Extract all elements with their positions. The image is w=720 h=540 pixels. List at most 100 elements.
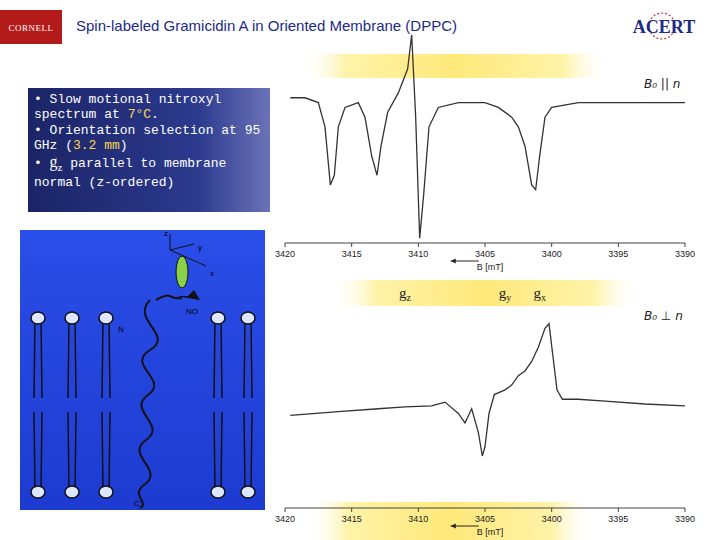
lipid-head: [241, 312, 255, 324]
axis-arrowhead: [451, 524, 456, 529]
bullet-text: •: [34, 156, 50, 171]
tick-label: 3400: [542, 249, 562, 259]
tick: [285, 243, 286, 247]
bullet-box: • Slow motional nitroxyl spectrum at 7°C…: [28, 88, 270, 212]
lipid-head: [211, 312, 225, 324]
tick-label: 3395: [608, 514, 628, 524]
diagram-label: C: [134, 499, 140, 508]
annotation: gx: [533, 285, 546, 303]
bullet-text: • Orientation selection at 95 GHz (: [34, 123, 260, 153]
annotation: gy: [499, 285, 512, 303]
logo-text: ACERT: [633, 17, 695, 37]
chart: 3420341534103405340033953390B [mT]B₀ ⊥ n: [275, 309, 695, 537]
lipid-head: [211, 486, 225, 498]
lipid-head: [65, 486, 79, 498]
tick: [285, 508, 286, 512]
bullet: • gz parallel to membrane normal (z-orde…: [34, 154, 266, 190]
lipid-tail: [244, 318, 245, 398]
diagram-label: x: [210, 269, 214, 278]
bullet-text: parallel to membrane normal (z-ordered): [34, 156, 226, 190]
series-group: [290, 35, 685, 238]
tick: [418, 243, 419, 247]
tick: [485, 508, 486, 512]
annotation-sub: y: [506, 292, 511, 303]
tick-label: 3420: [275, 249, 295, 259]
tick-label: 3410: [408, 514, 428, 524]
diagram-label: NO: [186, 307, 198, 316]
tick: [351, 243, 352, 247]
lipid-tail: [214, 412, 215, 492]
lipid-tail: [75, 412, 76, 492]
axis-arrow: [170, 234, 171, 250]
lipid-head: [65, 312, 79, 324]
axis-title: B [mT]: [477, 527, 504, 537]
lipid-head: [99, 312, 113, 324]
bullet-text: • Slow motional nitroxyl spectrum at: [34, 92, 221, 122]
lipid-tail: [221, 412, 222, 492]
tick: [618, 243, 619, 247]
lipid-head: [31, 486, 45, 498]
highlight-band: [300, 54, 610, 78]
tick: [618, 508, 619, 512]
bullet-text: g: [50, 153, 58, 170]
lipid-head: [99, 486, 113, 498]
lipid-tail: [34, 412, 35, 492]
tick-label: 3395: [608, 249, 628, 259]
bullet-text: ): [120, 138, 128, 153]
title: Spin-labeled Gramicidin A in Oriented Me…: [76, 17, 457, 34]
annotation-sub: x: [541, 292, 546, 303]
axis-arrow: [170, 244, 194, 250]
axis-title: B [mT]: [477, 262, 504, 272]
bullet-text: 3.2 mm: [73, 138, 120, 153]
annotation: gz: [399, 285, 412, 303]
bullet-text: 7°C: [128, 107, 151, 122]
tick-label: 3420: [275, 514, 295, 524]
diagram-label: N: [118, 325, 124, 334]
tick-label: 3405: [475, 514, 495, 524]
series-group: [290, 324, 685, 456]
lipid-tail: [109, 318, 110, 398]
tick: [551, 508, 552, 512]
tick: [418, 508, 419, 512]
tick: [551, 243, 552, 247]
tick-label: 3415: [342, 514, 362, 524]
membrane-diagram: z y x NO N C: [20, 229, 265, 510]
lipid-head: [241, 486, 255, 498]
diagram-bg: [20, 230, 265, 510]
bullet-text: .: [151, 107, 159, 122]
tick-label: 3405: [475, 249, 495, 259]
gramicidin-helix: [139, 300, 158, 508]
bullet: • Orientation selection at 95 GHz (3.2 m…: [34, 123, 266, 153]
annotation-sub: z: [407, 292, 412, 303]
tick: [351, 508, 352, 512]
lipid-tail: [34, 318, 35, 398]
tick-label: 3415: [342, 249, 362, 259]
lipid-tail: [41, 412, 42, 492]
nitroxide: [176, 290, 200, 300]
diagram-label: z: [164, 229, 168, 238]
panel-title: B₀ ⊥ n: [644, 309, 683, 323]
axis-arrowhead: [451, 259, 456, 264]
tick-label: 3390: [675, 514, 695, 524]
lipid-tail: [102, 318, 103, 398]
bullet: • Slow motional nitroxyl spectrum at 7°C…: [34, 92, 266, 122]
tick: [685, 508, 686, 512]
logo-box: [0, 10, 62, 44]
spectrum-line: [290, 324, 685, 456]
highlight-band: [330, 280, 640, 306]
tick: [685, 243, 686, 247]
lipid-tail: [244, 412, 245, 492]
diagram-label: y: [198, 243, 202, 252]
lipid-tail: [221, 318, 222, 398]
lipid-tail: [251, 318, 252, 398]
lipid-tail: [68, 318, 69, 398]
tick-label: 3410: [408, 249, 428, 259]
chart: 3420341534103405340033953390B [mT]B₀ || …: [275, 35, 695, 303]
lipid-tail: [68, 412, 69, 492]
lipid-tail: [41, 318, 42, 398]
logo-text: CORNELL: [9, 23, 54, 33]
lipid-tail: [251, 412, 252, 492]
lipid-tail: [214, 318, 215, 398]
lipid-head: [31, 312, 45, 324]
lipid-tail: [109, 412, 110, 492]
